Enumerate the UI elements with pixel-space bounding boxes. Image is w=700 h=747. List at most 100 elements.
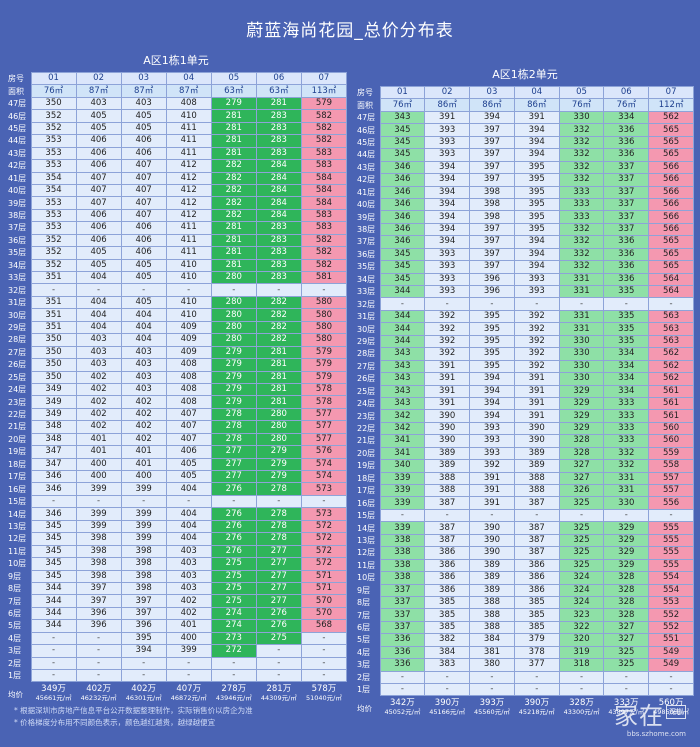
price-cell: 275 <box>210 557 257 571</box>
area-value: 76㎡ <box>379 98 426 112</box>
price-cell: 563 <box>648 334 694 349</box>
floor-label: 43层 <box>8 148 27 158</box>
price-cell: 352 <box>30 233 77 248</box>
price-cell: 399 <box>75 507 122 521</box>
price-cell: 577 <box>300 432 348 447</box>
price-cell: 392 <box>513 359 560 374</box>
price-cell: 580 <box>300 295 348 310</box>
price-cell: 279 <box>255 445 302 459</box>
price-cell: 406 <box>120 233 167 248</box>
price-cell: 398 <box>75 544 122 559</box>
floor-row: 15层 - - - - - - - <box>7 494 348 509</box>
price-cell: 397 <box>120 606 167 621</box>
floor-row: 35层 352 405 406 411 281 283 582 <box>7 246 348 260</box>
price-cell: 399 <box>120 519 167 534</box>
floor-label: 3层 <box>8 646 22 656</box>
price-cell: 394 <box>424 210 471 224</box>
price-cell: - <box>379 682 426 697</box>
price-cell: 354 <box>30 183 77 198</box>
price-cell: 391 <box>469 471 515 486</box>
room-number: 04 <box>513 85 560 100</box>
room-number: 05 <box>210 71 257 86</box>
price-cell: 350 <box>30 345 77 360</box>
price-cell: - <box>300 494 348 509</box>
price-cell: 406 <box>75 208 122 223</box>
avg-total: 349万 <box>41 684 66 695</box>
floor-row: 7层 344 397 397 402 275 277 570 <box>7 594 348 608</box>
area-label: 面积 <box>8 86 24 96</box>
floor-row: 8层 337 385 388 385 324 328 553 <box>356 595 694 610</box>
price-cell: 392 <box>513 347 560 361</box>
price-cell: 332 <box>558 222 605 237</box>
floor-label: 47层 <box>8 99 27 109</box>
table-b-title: A区1栋2单元 <box>492 68 558 81</box>
price-cell: 395 <box>469 347 515 361</box>
floor-row: 43层 353 406 406 411 281 283 583 <box>7 146 348 161</box>
price-cell: 278 <box>210 420 257 434</box>
avg-unit-price: 45560元/㎡ <box>474 708 510 717</box>
price-cell: 344 <box>379 334 426 349</box>
price-cell: - <box>558 508 605 523</box>
header-row-area: 面积 76㎡ 86㎡ 86㎡ 86㎡ 76㎡ 76㎡ 112㎡ <box>356 98 694 112</box>
price-cell: 411 <box>165 246 212 260</box>
price-cell: 343 <box>379 384 426 398</box>
price-cell: 282 <box>210 159 257 173</box>
price-cell: 337 <box>603 210 650 224</box>
price-cell: 325 <box>558 496 605 510</box>
price-cell: 353 <box>30 146 77 161</box>
price-cell: 333 <box>558 197 605 212</box>
price-cell: 397 <box>469 148 515 162</box>
price-cell: 390 <box>469 546 515 560</box>
price-cell: 330 <box>558 372 605 386</box>
floor-row: 41层 354 407 407 412 282 284 584 <box>7 171 348 185</box>
price-cell: 400 <box>75 469 122 484</box>
price-cell: 412 <box>165 183 212 198</box>
price-cell: 398 <box>75 532 122 546</box>
price-cell: 394 <box>513 123 560 137</box>
floor-label: 44层 <box>8 136 27 146</box>
avg-total: 278万 <box>221 684 247 695</box>
price-cell: 402 <box>75 382 122 397</box>
floor-row: 42层 353 406 407 412 282 284 583 <box>7 159 348 173</box>
price-cell: 410 <box>165 258 212 273</box>
price-cell: 582 <box>300 233 348 248</box>
price-cell: 282 <box>255 320 302 335</box>
price-cell: 400 <box>120 469 167 484</box>
price-cell: 555 <box>648 533 694 548</box>
price-cell: 398 <box>75 569 122 583</box>
price-cell: 335 <box>603 322 650 336</box>
price-cell: 411 <box>165 146 212 161</box>
price-cell: 353 <box>30 208 77 223</box>
avg-unit-price: 44309元/㎡ <box>260 694 297 703</box>
price-cell: 334 <box>603 359 650 374</box>
price-cell: 337 <box>603 197 650 212</box>
price-cell: 332 <box>558 247 605 262</box>
price-cell: 324 <box>558 595 605 610</box>
price-cell: 393 <box>469 434 515 448</box>
price-cell: 394 <box>424 197 471 212</box>
price-cell: 389 <box>513 446 560 461</box>
floor-row: 34层 352 405 405 410 281 283 582 <box>7 258 348 273</box>
room-number: 06 <box>255 71 302 86</box>
price-cell: 319 <box>558 645 605 660</box>
footnote-2: * 价格梯度分布用不同颜色表示，颜色越红越贵，越绿越便宜 <box>14 718 216 727</box>
price-cell: 334 <box>603 372 650 386</box>
price-table-a: 房号 01 02 03 04 05 06 07 面积 76㎡ 87㎡ 87㎡ 87㎡ 63㎡ 63㎡ 113㎡… <box>7 71 348 706</box>
floor-label: 15层 <box>8 497 27 507</box>
floor-label: 23层 <box>8 397 27 407</box>
floor-label: 1层 <box>357 685 371 695</box>
price-cell: 351 <box>30 320 77 335</box>
price-cell: 351 <box>30 308 77 322</box>
price-cell: - <box>255 283 302 297</box>
price-cell: 409 <box>165 345 212 360</box>
price-cell: 394 <box>424 185 471 199</box>
price-cell: 390 <box>469 533 515 548</box>
price-cell: - <box>300 644 348 658</box>
price-cell: 402 <box>75 370 122 384</box>
price-cell: 354 <box>30 171 77 185</box>
room-number: 02 <box>424 85 471 100</box>
floor-label: 14层 <box>8 509 27 519</box>
price-cell: - <box>603 508 650 523</box>
price-cell: - <box>379 670 426 685</box>
floor-row: 39层 346 394 398 395 333 337 566 <box>356 210 694 224</box>
